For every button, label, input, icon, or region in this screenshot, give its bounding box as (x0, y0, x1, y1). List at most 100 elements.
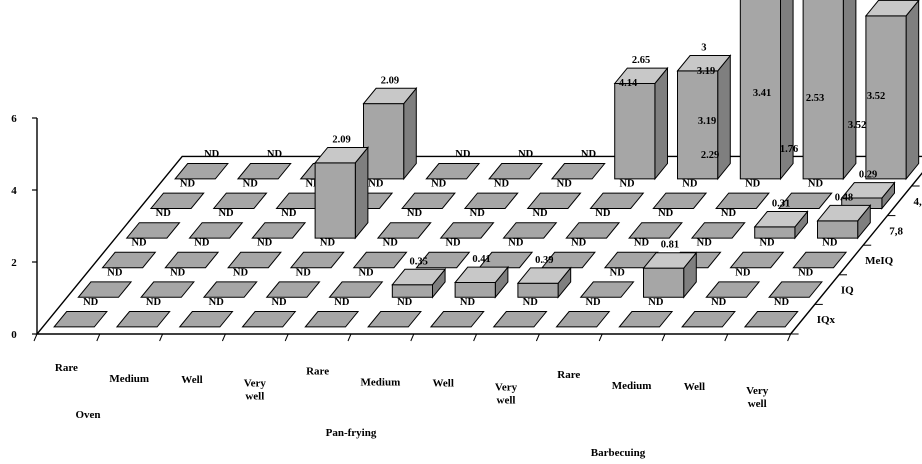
nd-label: ND (431, 179, 447, 190)
bar: 5.89 (802, 0, 857, 181)
nd-tile (101, 251, 157, 269)
nd-label: ND (267, 149, 283, 160)
nd-tile (777, 192, 833, 209)
nd-label: ND (194, 238, 210, 249)
nd-tile (526, 192, 582, 209)
nd-label: ND (156, 208, 172, 219)
nd-label: ND (808, 179, 824, 190)
nd-marker: ND (492, 297, 548, 328)
nd-marker: ND (555, 297, 611, 328)
nd-tile (202, 281, 258, 298)
value-label: 0.81 (661, 240, 679, 251)
category-label: Rare (306, 366, 329, 378)
bar: 4.53 (864, 0, 920, 181)
bar: 2.09 (362, 75, 418, 181)
nd-label: ND (83, 297, 99, 308)
nd-label: ND (711, 297, 727, 308)
nd-label: ND (470, 208, 486, 219)
bar: 0.41 (454, 254, 509, 299)
value-label: 3.52 (867, 91, 885, 102)
series-label: IQx (817, 314, 836, 326)
x-tick (787, 333, 792, 342)
nd-tile (174, 163, 229, 180)
x-tick (221, 333, 226, 342)
nd-tile (565, 222, 621, 239)
nd-label: ND (460, 297, 476, 308)
category-label: Medium (612, 380, 652, 392)
bar-front (754, 226, 796, 239)
nd-label: ND (170, 267, 186, 278)
nd-tile (618, 311, 674, 328)
nd-tile (579, 281, 635, 298)
x-tick (724, 333, 729, 342)
x-tick (598, 333, 603, 342)
nd-label: ND (383, 238, 399, 249)
nd-label: ND (281, 208, 297, 219)
bar-top (753, 211, 809, 228)
group-label: Oven (75, 409, 100, 421)
bar-front (802, 0, 844, 180)
nd-tile (352, 251, 408, 269)
nd-tile (304, 311, 360, 328)
nd-label: ND (271, 297, 287, 308)
x-tick (473, 333, 478, 342)
nd-label: ND (619, 179, 635, 190)
nd-marker: ND (236, 149, 292, 180)
nd-marker: ND (174, 149, 229, 180)
nd-label: ND (822, 238, 838, 249)
bar-top (864, 0, 920, 17)
bar-front (739, 0, 782, 180)
bar-front (817, 220, 859, 239)
bar-front (363, 103, 405, 180)
nd-tile (164, 251, 220, 269)
category-label: Well (433, 377, 454, 389)
nd-label: ND (107, 267, 123, 278)
nd-marker: ND (777, 179, 833, 209)
nd-marker: ND (628, 208, 683, 239)
category-label: well (497, 394, 516, 406)
nd-tile (212, 192, 268, 209)
category-label: Well (181, 374, 202, 386)
nd-marker: ND (367, 297, 422, 328)
nd-marker: ND (429, 297, 485, 328)
value-label: 0.48 (835, 192, 853, 203)
series-label: 4,8 (914, 196, 922, 208)
nd-marker: ND (241, 297, 297, 328)
nd-tile (125, 222, 181, 239)
nd-label: ND (658, 208, 674, 219)
nd-tile (77, 281, 133, 298)
bar-top (362, 87, 418, 105)
nd-marker: ND (526, 179, 582, 209)
nd-marker: ND (101, 238, 157, 269)
y-tick-label: 6 (11, 113, 17, 125)
nd-tile (690, 222, 746, 239)
value-label: 2.65 (632, 55, 650, 66)
nd-marker: ND (415, 238, 471, 269)
chart-floor (35, 155, 922, 335)
nd-label: ND (204, 149, 220, 160)
nd-label: ND (518, 149, 534, 160)
nd-tile (555, 311, 611, 328)
nd-tile (265, 281, 321, 298)
nd-marker: ND (376, 208, 432, 239)
nd-marker: ND (125, 208, 181, 239)
value-label: 3 (701, 43, 706, 54)
nd-label: ND (508, 238, 524, 249)
bar-top (676, 55, 732, 72)
nd-marker: ND (565, 208, 621, 239)
nd-marker: ND (488, 149, 543, 180)
nd-label: ND (595, 208, 611, 219)
nd-tile (251, 222, 307, 239)
nd-tile (241, 311, 297, 328)
nd-tile (715, 192, 770, 209)
nd-marker: ND (743, 297, 799, 328)
nd-label: ND (494, 179, 510, 190)
nd-marker: ND (227, 238, 282, 269)
value-label: 2.09 (381, 75, 399, 86)
floor-outline (35, 155, 922, 335)
bar-front (391, 284, 434, 298)
nd-marker: ND (768, 267, 823, 298)
nd-tile (429, 311, 485, 328)
value-label: 2.09 (332, 134, 350, 145)
